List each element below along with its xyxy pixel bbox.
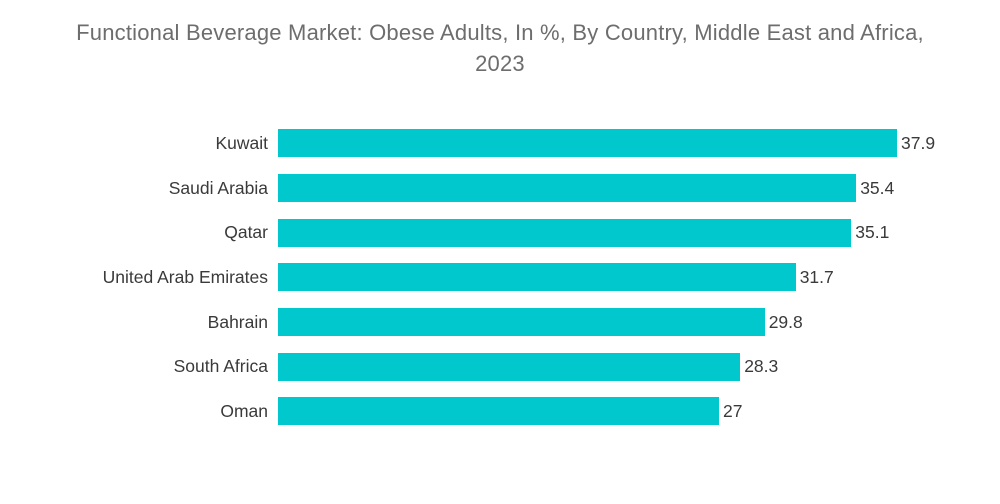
value-label: 35.4	[860, 177, 895, 198]
chart-title-line2: 2023	[475, 51, 525, 76]
category-label: Saudi Arabia	[168, 177, 268, 198]
category-label: United Arab Emirates	[102, 266, 268, 287]
chart-title-line1: Functional Beverage Market: Obese Adults…	[76, 20, 924, 45]
category-label: Kuwait	[215, 132, 268, 153]
chart-row: Saudi Arabia 35.4	[0, 166, 1000, 211]
chart-title: Functional Beverage Market: Obese Adults…	[0, 0, 1000, 79]
category-label: Bahrain	[207, 311, 268, 332]
value-label: 28.3	[744, 356, 779, 377]
category-label: South Africa	[173, 356, 268, 377]
value-label: 29.8	[768, 311, 803, 332]
bar	[278, 397, 719, 426]
value-label: 37.9	[901, 132, 936, 153]
value-label: 35.1	[855, 222, 890, 243]
chart-row: United Arab Emirates 31.7	[0, 255, 1000, 300]
bar-chart: Kuwait 37.9 Saudi Arabia 35.4 Qatar 35.1 Unite…	[0, 121, 1000, 434]
chart-row: Kuwait 37.9	[0, 121, 1000, 166]
bar	[278, 352, 741, 381]
bar	[278, 129, 897, 158]
value-label: 27	[723, 400, 743, 421]
chart-row: Bahrain 29.8	[0, 300, 1000, 345]
chart-row: South Africa 28.3	[0, 344, 1000, 389]
category-label: Qatar	[224, 222, 268, 243]
chart-row: Oman 27	[0, 389, 1000, 434]
bar	[278, 218, 852, 247]
chart-row: Qatar 35.1	[0, 210, 1000, 255]
bar	[278, 308, 765, 337]
value-label: 31.7	[799, 266, 834, 287]
category-label: Oman	[220, 400, 268, 421]
bar	[278, 174, 857, 203]
bar	[278, 263, 796, 292]
